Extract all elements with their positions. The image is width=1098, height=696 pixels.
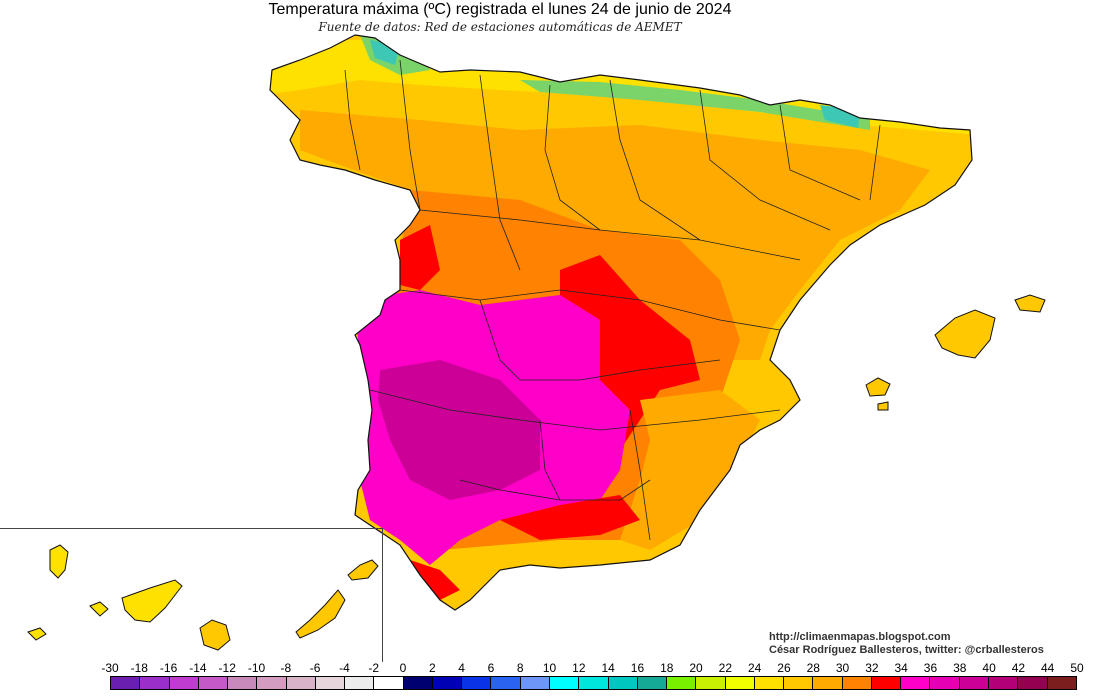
legend-tick-label: 40 [982,661,996,675]
legend-tick-label: 16 [630,661,645,675]
legend-tick-label: -8 [280,661,292,675]
legend-tick-label: 32 [865,661,879,675]
legend-tick-label: -30 [101,661,119,675]
legend-swatch [257,677,287,689]
legend-swatch [696,677,726,689]
island-ibiza [865,377,891,397]
legend-labels: -30 -18 -16 -14 -12 -10 -8 -6 -4 -2 0 2 4 6 8 10 12 14 16 1… [0,661,1098,675]
legend-tick-label: -6 [309,661,321,675]
legend-swatch [930,677,960,689]
legend-swatch [637,677,668,689]
legend-swatch [315,677,346,689]
legend-swatch [725,677,755,689]
canary-islands [27,544,379,651]
island-formentera [877,401,889,411]
legend-tick-label: 24 [747,661,762,675]
island-gran-canaria [199,619,231,651]
legend-swatch [959,677,989,689]
legend-swatch [667,677,697,689]
legend-tick-label: 2 [428,661,436,675]
legend-swatch [579,677,609,689]
legend-swatch [140,677,170,689]
legend-swatch [520,677,550,689]
credit-url: http://climaenmapas.blogspot.com [769,631,951,643]
legend-swatch [432,677,463,689]
legend-tick-label: 42 [1011,661,1026,675]
legend-swatch [871,677,902,689]
island-menorca [1014,294,1046,313]
legend-tick-label: 38 [953,661,967,675]
zone-guadalquivir-red-belt [500,495,640,540]
legend-swatch [988,677,1019,689]
legend-tick-label: 0 [399,661,407,675]
legend-tick-label: -18 [130,661,148,675]
legend-swatch [462,677,492,689]
island-tenerife [121,579,183,623]
legend-tick-label: 26 [777,661,791,675]
legend-swatch [345,677,375,689]
map-subtitle: Fuente de datos: Red de estaciones autom… [318,20,682,34]
province-borders [344,59,881,541]
legend-tick-label: 34 [894,661,908,675]
legend-tick-label: 8 [516,661,524,675]
legend-tick-label: -12 [218,661,236,675]
legend-tick-label: -14 [189,661,207,675]
legend-swatch [374,677,404,689]
legend-tick-label: 30 [835,661,850,675]
legend-tick-label: 14 [601,661,615,675]
legend-tick-label: 4 [458,661,465,675]
island-mallorca [934,309,996,359]
legend-tick-label: -10 [247,661,266,675]
legend-swatch [403,677,433,689]
legend-swatch [228,677,258,689]
island-lanzarote [347,559,379,581]
legend-swatch [784,677,814,689]
legend-tick-label: -4 [339,661,350,675]
legend-swatch [901,677,931,689]
legend-tick-label: 36 [923,661,938,675]
legend-tick-label: 6 [487,661,495,675]
legend-tick-label: -16 [159,661,178,675]
credit-author: César Rodríguez Ballesteros, twitter: @c… [769,644,1044,656]
island-la-gomera [89,601,109,617]
island-la-palma [49,544,69,579]
legend-swatch [813,677,843,689]
island-el-hierro [27,627,47,641]
map-title: Temperatura máxima (ºC) registrada el lu… [268,1,732,18]
legend-swatch [549,677,580,689]
legend-tick-label: 18 [660,661,674,675]
peninsula-map [269,34,973,611]
legend-tick-label: 10 [542,661,557,675]
legend-swatch [198,677,229,689]
legend-tick-label: 28 [806,661,820,675]
balearic-islands [865,294,1046,411]
zone-cantabric-green [360,35,870,130]
island-fuerteventura [295,589,346,639]
legend-swatch [1047,677,1076,689]
legend-swatch [491,677,521,689]
legend-swatch [111,677,141,689]
legend-tick-label: 12 [572,661,586,675]
legend-swatch [169,677,199,689]
legend-tick-label: 22 [718,661,733,675]
legend-tick-label: 50 [1070,661,1084,675]
legend-swatch [1018,677,1048,689]
legend-tick-label: 44 [1041,661,1055,675]
legend-swatch [286,677,316,689]
zone-red [400,225,700,600]
legend-swatch [842,677,872,689]
legend-color-bar [110,676,1077,690]
legend-tick-label: 20 [689,661,703,675]
canary-inset-frame [0,528,383,662]
legend-swatch [754,677,785,689]
peninsula-coastline [269,34,973,611]
zone-purple-hotspot [378,360,540,500]
legend-tick-label: -2 [368,661,380,675]
zone-southeast-orange [620,390,760,550]
legend-swatch [608,677,638,689]
